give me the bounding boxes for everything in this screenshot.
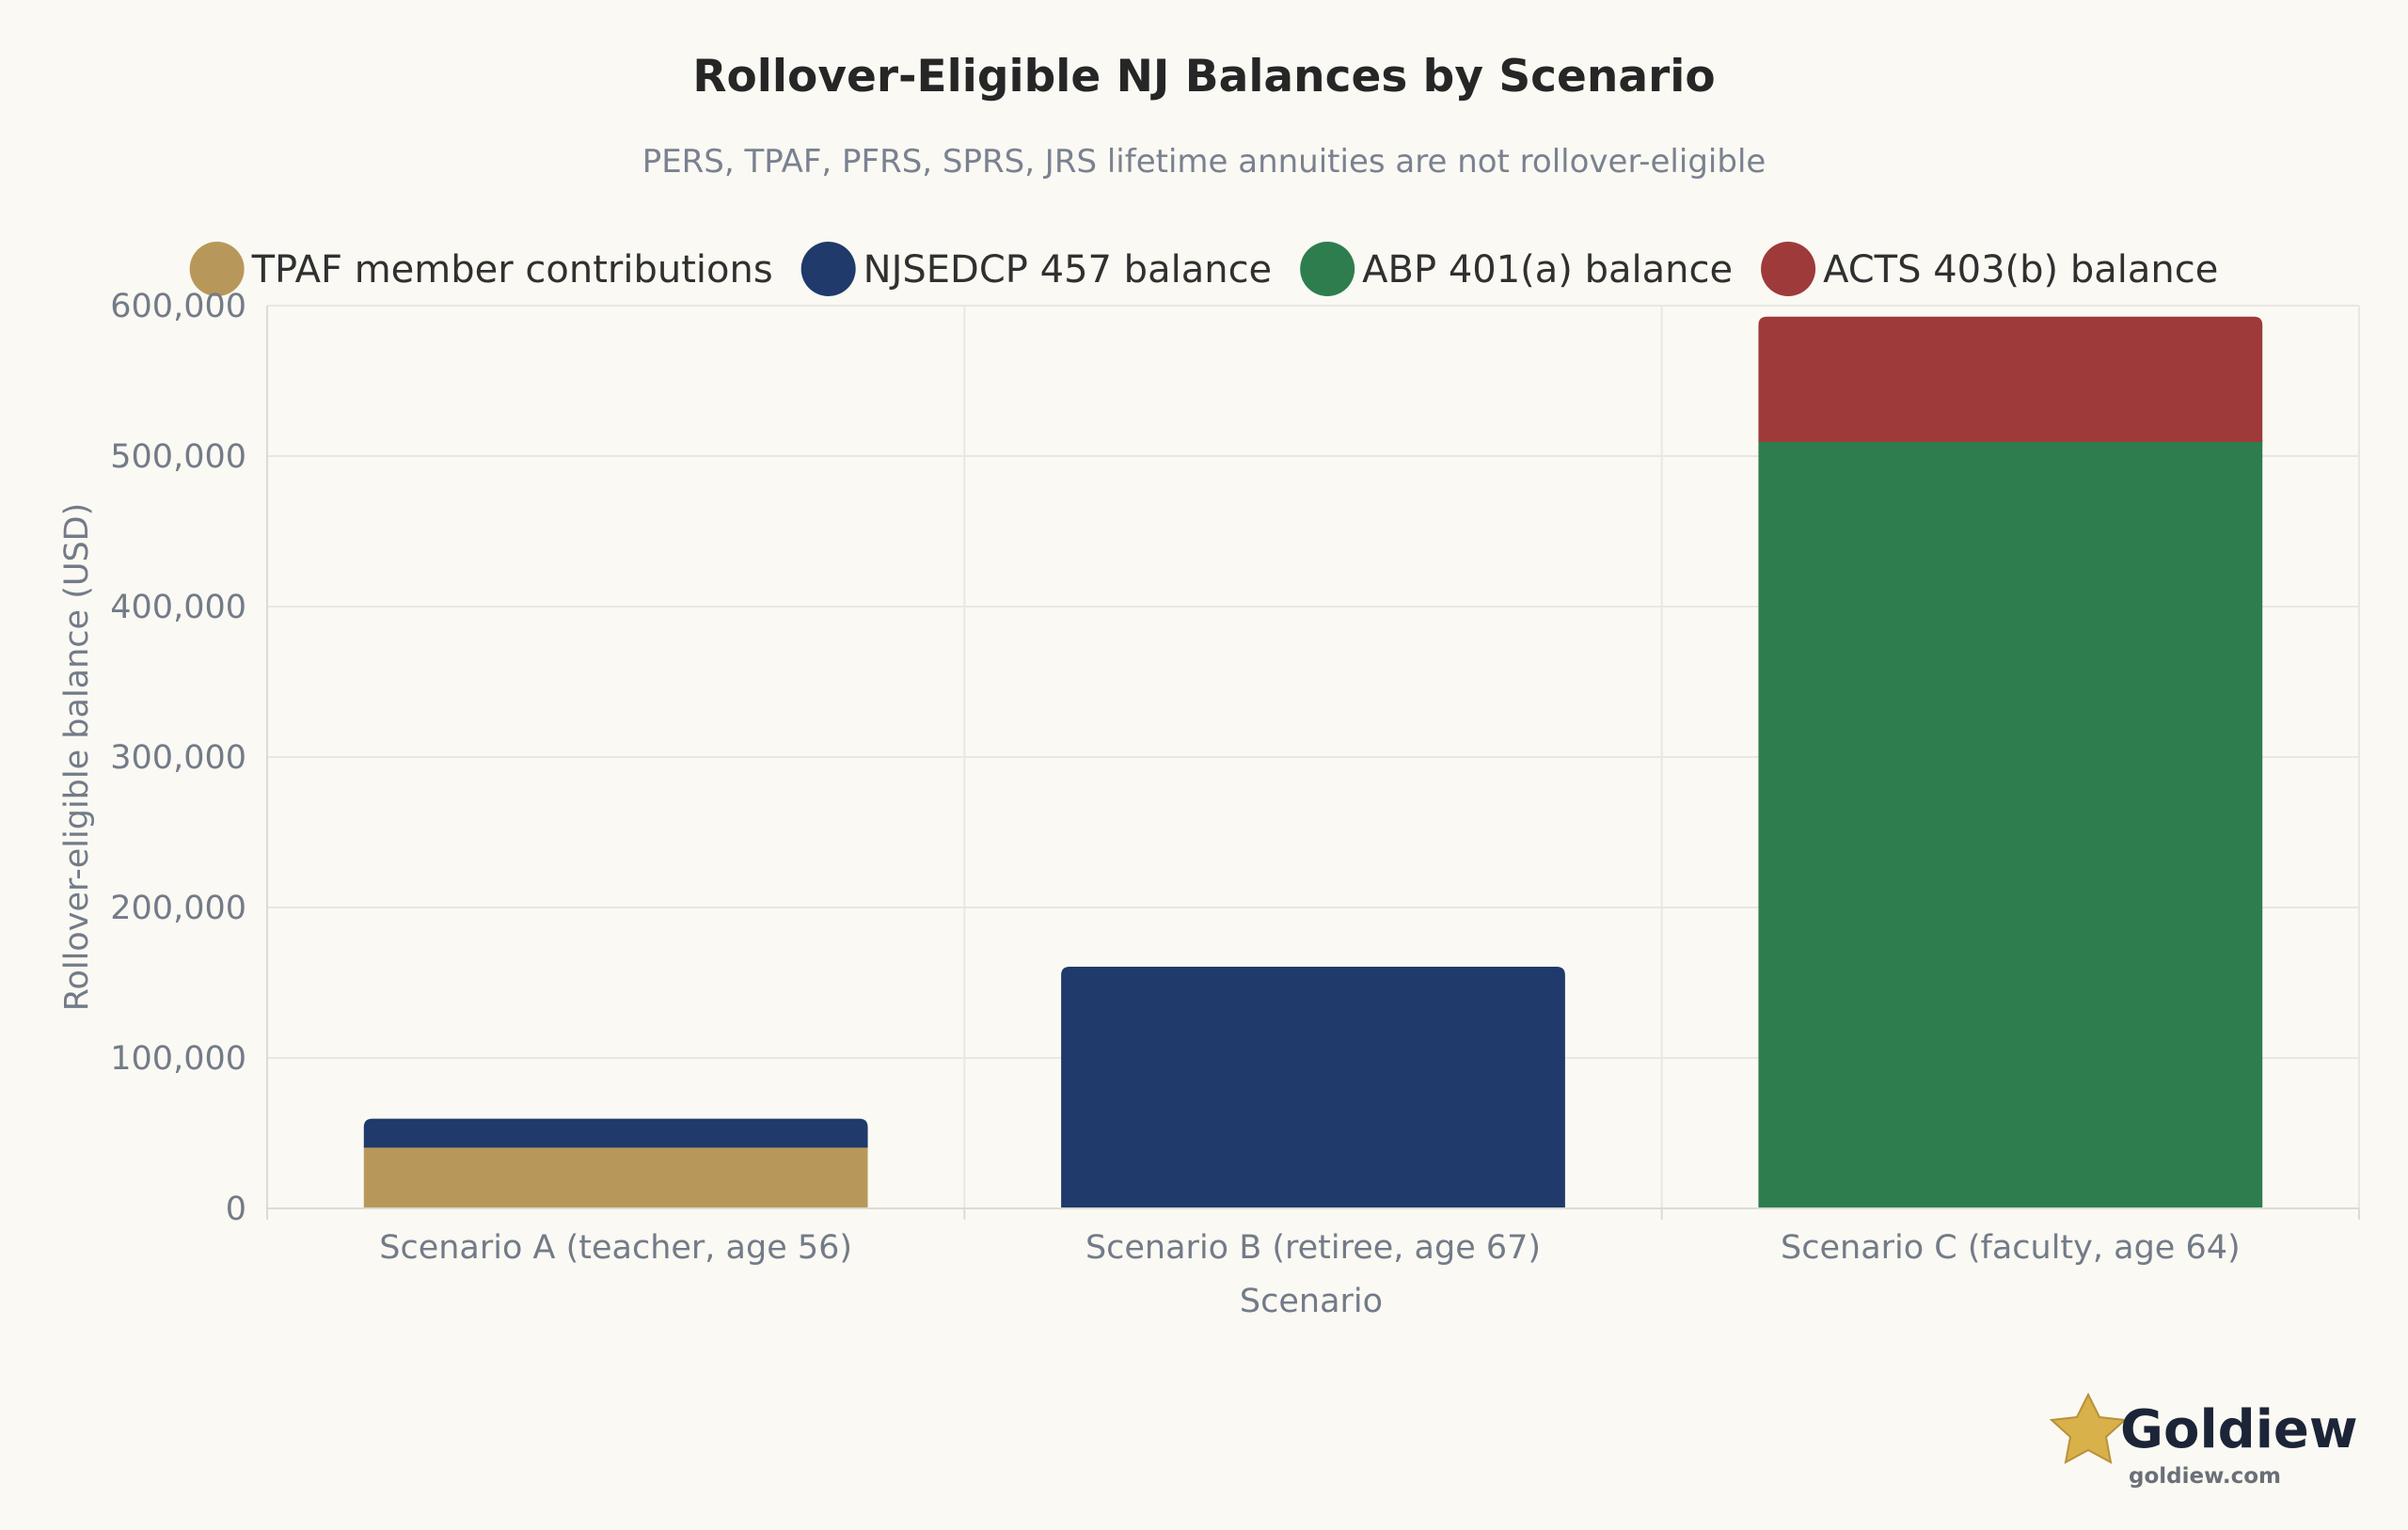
legend-item[interactable]: ABP 401(a) balance xyxy=(1300,242,1733,296)
legend-marker xyxy=(1761,242,1816,296)
brand-url: goldiew.com xyxy=(2129,1464,2281,1489)
legend-label: ACTS 403(b) balance xyxy=(1823,248,2218,292)
x-tick-label: Scenario C (faculty, age 64) xyxy=(1781,1229,2241,1267)
y-axis-title: Rollover-eligible balance (USD) xyxy=(58,503,96,1012)
y-axis-ticks: 0 100,000 200,000 300,000 400,000 500,000 600,… xyxy=(110,288,246,1228)
bar-segment xyxy=(1758,440,2263,1209)
legend-label: ABP 401(a) balance xyxy=(1362,248,1733,292)
legend-marker xyxy=(189,242,245,296)
legend-item[interactable]: TPAF member contributions xyxy=(189,242,773,296)
axes xyxy=(266,306,2360,1220)
legend: TPAF member contributions NJSEDCP 457 bal… xyxy=(189,242,2218,296)
y-tick-label: 600,000 xyxy=(110,288,246,325)
x-tick-label: Scenario B (retiree, age 67) xyxy=(1085,1229,1541,1267)
bar-segment xyxy=(1758,316,2263,442)
y-tick-label: 0 xyxy=(226,1191,246,1228)
x-tick-label: Scenario A (teacher, age 56) xyxy=(379,1229,852,1267)
x-axis-title: Scenario xyxy=(1240,1283,1383,1320)
legend-item[interactable]: NJSEDCP 457 balance xyxy=(800,242,1273,296)
y-tick-label: 300,000 xyxy=(110,739,246,777)
legend-label: NJSEDCP 457 balance xyxy=(863,248,1273,292)
star-icon xyxy=(2049,1392,2128,1464)
chart-subtitle: PERS, TPAF, PFRS, SPRS, JRS lifetime ann… xyxy=(642,143,1766,181)
bar-segment xyxy=(363,1145,868,1209)
y-tick-label: 400,000 xyxy=(110,589,246,626)
x-axis-ticks: Scenario A (teacher, age 56) Scenario B (… xyxy=(379,1229,2240,1267)
legend-marker xyxy=(1300,242,1355,296)
chart-title: Rollover-Eligible NJ Balances by Scenari… xyxy=(692,51,1715,103)
bars xyxy=(363,316,2263,1209)
bar-segment xyxy=(363,1118,868,1148)
y-tick-label: 100,000 xyxy=(110,1040,246,1078)
legend-item[interactable]: ACTS 403(b) balance xyxy=(1761,242,2218,296)
y-tick-label: 500,000 xyxy=(110,438,246,476)
brand-name: Goldiew xyxy=(2120,1399,2358,1460)
bar-segment xyxy=(1061,967,1565,1209)
y-tick-label: 200,000 xyxy=(110,890,246,927)
legend-marker xyxy=(800,242,856,296)
legend-label: TPAF member contributions xyxy=(251,248,773,292)
brand-logo: Goldiew goldiew.com xyxy=(2049,1392,2358,1489)
